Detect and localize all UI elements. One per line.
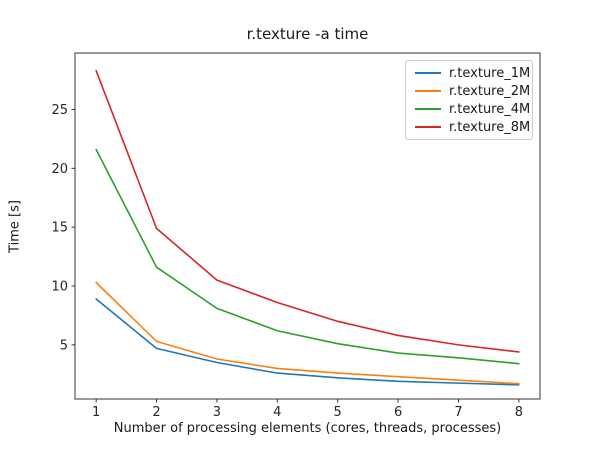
legend-line-swatch	[415, 72, 441, 74]
series-line-r.texture_8M	[95, 69, 520, 353]
plot-axes: 1 2 3 4 5 6 7 8 5 10 15 20 25	[51, 52, 541, 420]
x-tick-label: 8	[515, 405, 523, 420]
y-tick-label: 20	[51, 162, 68, 177]
legend-label: r.texture_2M	[449, 83, 531, 99]
legend-label: r.texture_8M	[449, 119, 531, 135]
x-axis-label: Number of processing elements (cores, th…	[113, 421, 502, 436]
x-tick-label: 5	[334, 405, 342, 420]
legend-entry: r.texture_1M	[415, 66, 530, 81]
plot-spines	[74, 52, 541, 400]
legend-entry: r.texture_2M	[415, 84, 530, 99]
series-line-r.texture_4M	[95, 148, 520, 365]
x-tick-label: 4	[273, 405, 281, 420]
x-tick-label: 6	[394, 405, 402, 420]
legend: r.texture_1M r.texture_2M r.texture_4M r…	[405, 60, 533, 140]
y-tick-label: 15	[51, 221, 68, 236]
y-tick-label: 5	[60, 338, 68, 353]
legend-entry: r.texture_4M	[415, 102, 530, 117]
x-tick-label: 1	[92, 405, 100, 420]
x-tick-label: 3	[213, 405, 221, 420]
legend-label: r.texture_1M	[449, 65, 531, 81]
chart-title: r.texture -a time	[246, 25, 369, 43]
series-line-r.texture_1M	[95, 298, 520, 386]
series-line-r.texture_2M	[95, 281, 520, 385]
y-axis-label: Time [s]	[7, 200, 23, 253]
legend-line-swatch	[415, 90, 441, 92]
legend-entry: r.texture_8M	[415, 120, 530, 135]
legend-label: r.texture_4M	[449, 101, 531, 117]
y-tick-label: 25	[51, 103, 68, 118]
x-tick-label: 2	[152, 405, 160, 420]
legend-line-swatch	[415, 108, 441, 110]
legend-line-swatch	[415, 126, 441, 128]
plot-series	[95, 69, 520, 386]
x-tick-label: 7	[454, 405, 462, 420]
y-tick-label: 10	[51, 280, 68, 295]
